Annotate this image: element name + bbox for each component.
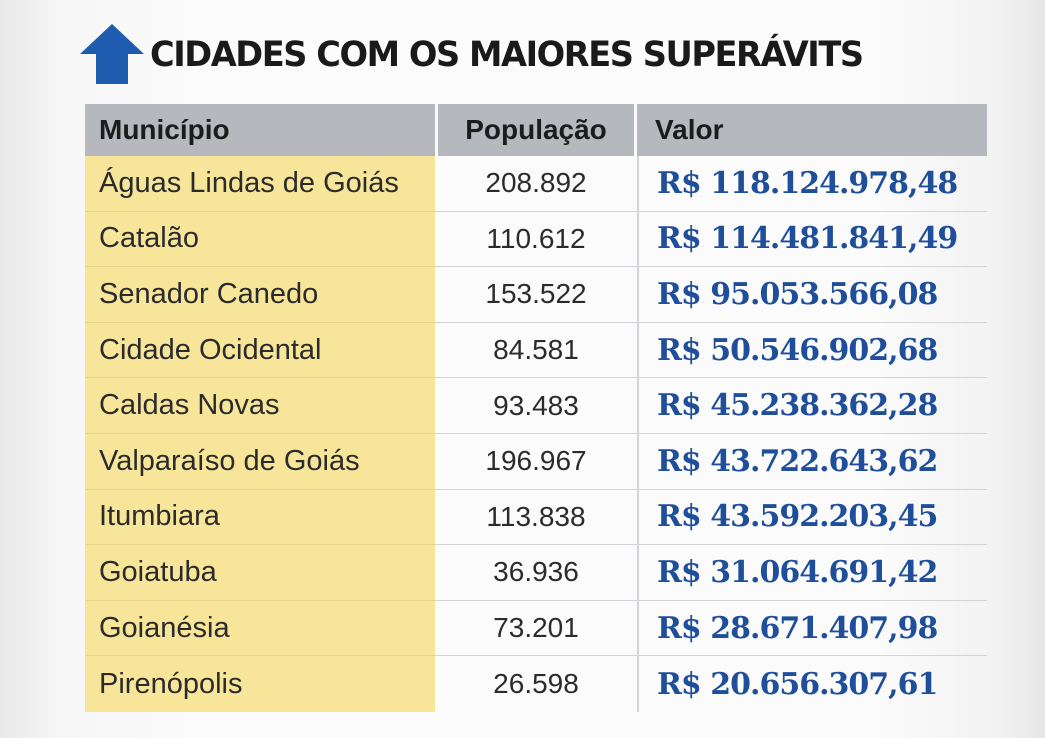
populacao-cell: 26.598 (493, 668, 579, 700)
populacao-cell: 113.838 (435, 490, 637, 546)
page-title: CIDADES COM OS MAIORES SUPERÁVITS (150, 34, 864, 75)
municipio-cell: Caldas Novas (85, 378, 435, 434)
populacao-cell: 93.483 (435, 378, 637, 434)
municipio-cell: Itumbiara (85, 489, 435, 546)
valor-cell: R$ 95.053.566,08 (637, 267, 987, 323)
table-row: Pirenópolis 26.598 R$ 20.656.307,61 (85, 656, 987, 712)
populacao-cell: 110.612 (435, 212, 637, 268)
valor-cell: R$ 43.592.203,45 (637, 489, 987, 546)
table-row: Cidade Ocidental 84.581 R$ 50.546.902,68 (85, 322, 987, 379)
valor-cell: R$ 20.656.307,61 (637, 656, 987, 712)
table-row: Águas Lindas de Goiás 208.892 R$ 118.124… (85, 156, 987, 212)
valor-cell: R$ 31.064.691,42 (637, 545, 987, 601)
table-row: Itumbiara 113.838 R$ 43.592.203,45 (85, 489, 987, 546)
municipio-cell: Pirenópolis (85, 656, 435, 712)
municipio-cell: Senador Canedo (85, 267, 435, 323)
municipio-cell: Goiatuba (85, 545, 435, 601)
table-row: Catalão 110.612 R$ 114.481.841,49 (85, 211, 987, 268)
municipio-cell: Goianésia (85, 600, 435, 657)
populacao-cell: 208.892 (435, 156, 637, 212)
column-header-populacao: População (435, 104, 637, 156)
valor-cell: R$ 28.671.407,98 (637, 600, 987, 657)
up-arrow-icon (80, 24, 144, 84)
title-row: CIDADES COM OS MAIORES SUPERÁVITS (78, 22, 892, 88)
table-row: Goiatuba 36.936 R$ 31.064.691,42 (85, 545, 987, 601)
table-row: Valparaíso de Goiás 196.967 R$ 43.722.64… (85, 433, 987, 490)
municipio-cell: Cidade Ocidental (85, 322, 435, 379)
surplus-table: Município População Valor Águas Lindas d… (85, 104, 987, 712)
populacao-cell: 73.201 (435, 601, 637, 657)
table-header-row: Município População Valor (85, 104, 987, 156)
column-header-valor: Valor (637, 104, 987, 156)
valor-cell: R$ 45.238.362,28 (637, 378, 987, 434)
populacao-cell: 196.967 (435, 434, 637, 490)
table-row: Caldas Novas 93.483 R$ 45.238.362,28 (85, 378, 987, 434)
municipio-cell: Valparaíso de Goiás (85, 433, 435, 490)
valor-cell: R$ 43.722.643,62 (637, 433, 987, 490)
valor-cell: R$ 118.124.978,48 (637, 156, 987, 212)
column-header-municipio: Município (85, 104, 435, 156)
table-row: Senador Canedo 153.522 R$ 95.053.566,08 (85, 267, 987, 323)
municipio-cell: Águas Lindas de Goiás (85, 156, 435, 212)
municipio-cell: Catalão (85, 211, 435, 268)
valor-cell: R$ 50.546.902,68 (637, 322, 987, 379)
populacao-cell: 84.581 (435, 323, 637, 379)
valor-cell: R$ 114.481.841,49 (637, 211, 987, 268)
populacao-cell: 153.522 (435, 267, 637, 323)
populacao-cell: 36.936 (435, 545, 637, 601)
table-row: Goianésia 73.201 R$ 28.671.407,98 (85, 600, 987, 657)
